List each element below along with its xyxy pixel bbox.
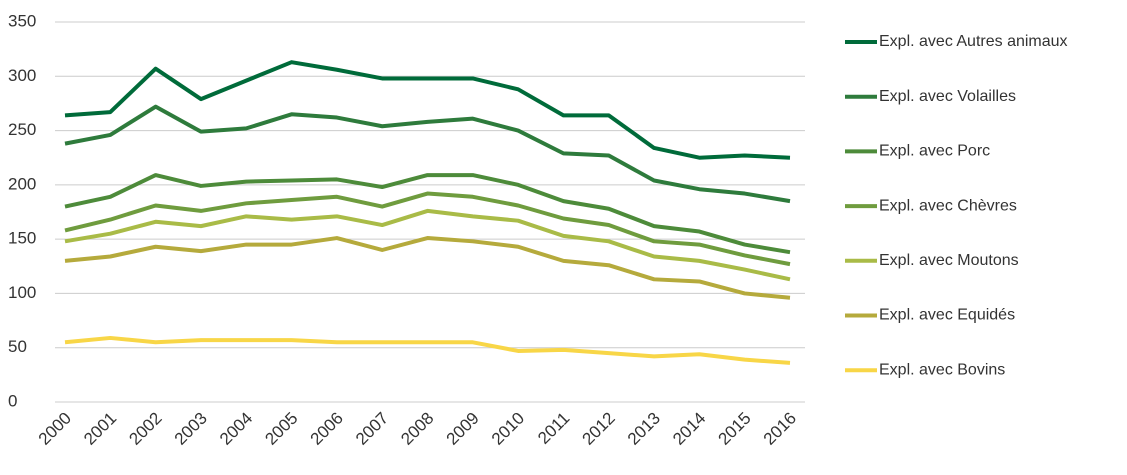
legend-label: Expl. avec Chèvres xyxy=(879,197,1017,214)
line xyxy=(64,208,791,282)
x-tick-label: 2004 xyxy=(216,409,256,449)
legend-label: Expl. avec Autres animaux xyxy=(879,33,1068,50)
line xyxy=(64,173,791,255)
x-tick-label: 2015 xyxy=(715,409,755,449)
x-tick-label: 2010 xyxy=(488,409,528,449)
line xyxy=(64,60,791,160)
y-tick-label: 200 xyxy=(8,174,36,193)
x-tick-label: 2003 xyxy=(171,409,211,449)
x-tick-label: 2005 xyxy=(261,409,301,449)
y-tick-label: 250 xyxy=(8,120,36,139)
x-tick-label: 2001 xyxy=(80,409,120,449)
legend-label: Expl. avec Bovins xyxy=(879,361,1005,378)
legend-label: Expl. avec Volailles xyxy=(879,88,1016,105)
y-tick-label: 350 xyxy=(8,11,36,30)
x-tick-label: 2009 xyxy=(443,409,483,449)
x-tick-label: 2007 xyxy=(352,409,392,449)
x-tick-label: 2011 xyxy=(534,409,573,448)
y-tick-label: 150 xyxy=(8,229,36,248)
y-tick-label: 100 xyxy=(8,283,36,302)
legend-label: Expl. avec Moutons xyxy=(879,252,1019,269)
line xyxy=(64,104,791,204)
y-tick-label: 0 xyxy=(8,391,17,410)
x-tick-label: 2014 xyxy=(669,409,709,449)
x-tick-label: 2002 xyxy=(125,409,165,449)
x-tick-label: 2008 xyxy=(397,409,437,449)
x-tick-label: 2000 xyxy=(35,409,75,449)
y-tick-label: 300 xyxy=(8,66,36,85)
line xyxy=(64,191,791,267)
line xyxy=(64,236,791,300)
x-tick-label: 2016 xyxy=(760,409,800,449)
legend-label: Expl. avec Porc xyxy=(879,143,990,160)
y-tick-label: 50 xyxy=(8,337,27,356)
x-tick-label: 2013 xyxy=(624,409,664,449)
legend-label: Expl. avec Equidés xyxy=(879,307,1015,324)
x-tick-label: 2006 xyxy=(307,409,347,449)
x-tick-label: 2012 xyxy=(579,409,619,449)
line xyxy=(64,335,791,365)
